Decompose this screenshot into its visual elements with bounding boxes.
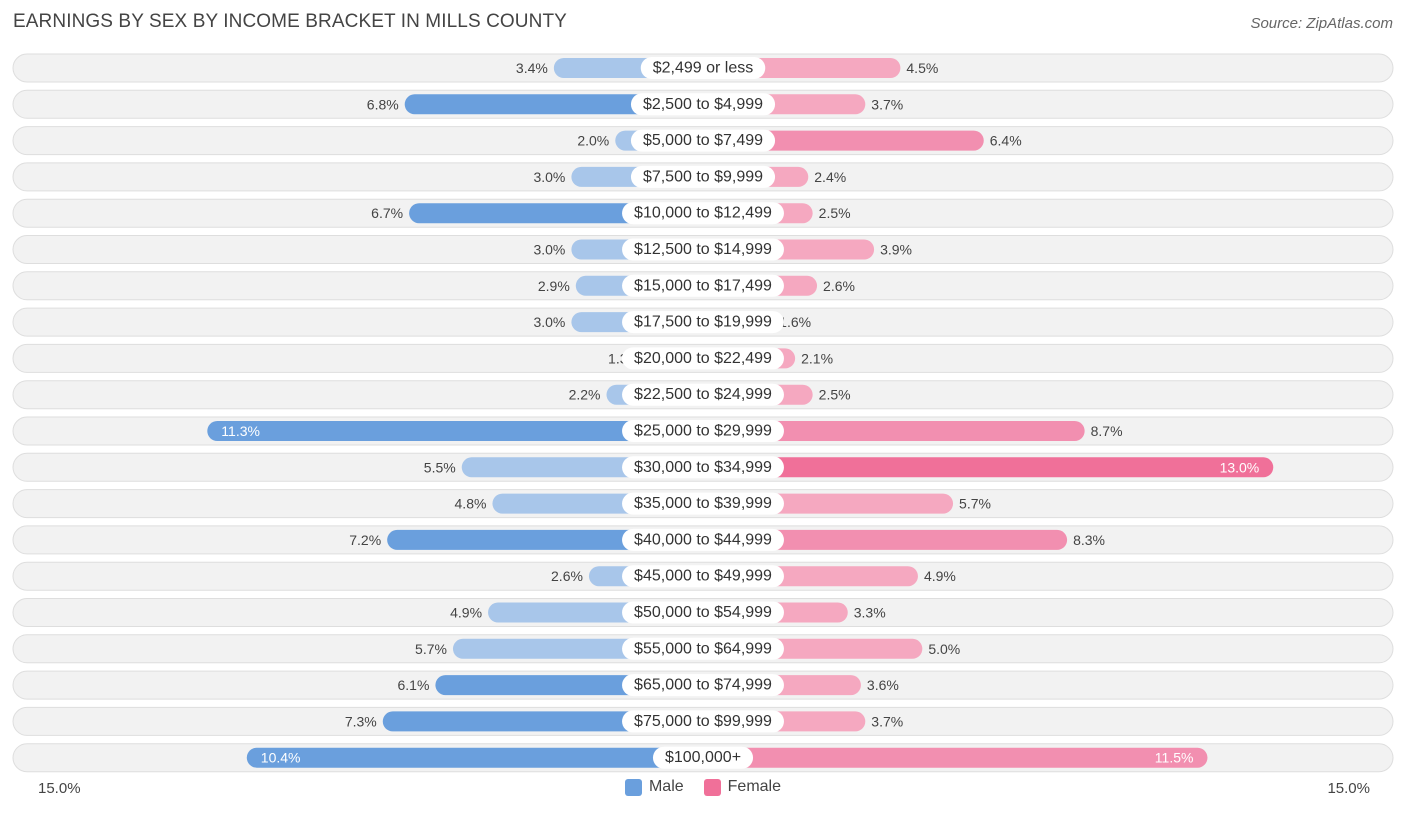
value-label-female: 2.1% xyxy=(801,350,833,366)
category-label: $45,000 to $49,999 xyxy=(634,568,772,585)
bar-female xyxy=(703,529,1068,550)
value-label-male: 5.5% xyxy=(424,459,456,475)
category-pill xyxy=(640,57,766,79)
bar-female xyxy=(703,747,1208,768)
value-label-female: 3.3% xyxy=(854,605,886,621)
category-pill xyxy=(622,420,784,442)
bar-male xyxy=(246,747,703,768)
value-label-male: 2.6% xyxy=(551,568,583,584)
category-label: $75,000 to $99,999 xyxy=(634,713,772,730)
chart-title: EARNINGS BY SEX BY INCOME BRACKET IN MIL… xyxy=(13,11,567,32)
category-pill xyxy=(622,238,784,261)
value-label-male: 11.3% xyxy=(221,423,260,439)
category-pill xyxy=(622,347,784,370)
legend-label-female: Female xyxy=(727,778,782,795)
bar-male xyxy=(382,711,703,732)
bar-female xyxy=(703,457,1274,478)
axis-left-label: 15.0% xyxy=(38,780,81,797)
value-label-male: 2.0% xyxy=(577,133,609,149)
category-label: $55,000 to $64,999 xyxy=(634,640,772,657)
category-pill xyxy=(622,710,784,733)
bar-male xyxy=(404,94,703,115)
value-label-female: 4.9% xyxy=(924,568,956,584)
value-label-female: 3.6% xyxy=(867,677,899,693)
value-label-female: 2.4% xyxy=(814,169,846,185)
category-pill xyxy=(622,637,784,660)
category-label: $17,500 to $19,999 xyxy=(634,314,772,331)
category-label: $50,000 to $54,999 xyxy=(634,604,772,621)
value-label-female: 1.6% xyxy=(779,314,811,330)
axis-right-label: 15.0% xyxy=(1327,780,1370,797)
bar-female xyxy=(703,421,1085,441)
category-label: $2,499 or less xyxy=(653,60,754,77)
value-label-female: 13.0% xyxy=(1220,459,1260,475)
value-label-female: 11.5% xyxy=(1155,750,1194,766)
category-label: $20,000 to $22,499 xyxy=(634,350,772,367)
value-label-female: 5.0% xyxy=(928,641,960,657)
value-label-male: 7.2% xyxy=(349,532,381,548)
legend-swatch-female xyxy=(703,778,721,796)
category-pill xyxy=(622,492,784,515)
value-label-male: 5.7% xyxy=(415,641,447,657)
legend-item-female: Female xyxy=(703,778,782,796)
category-pill xyxy=(622,383,784,406)
value-label-female: 2.5% xyxy=(819,205,851,221)
category-pill xyxy=(630,93,776,116)
category-pill xyxy=(622,274,784,297)
category-label: $100,000+ xyxy=(665,749,741,766)
value-label-male: 2.9% xyxy=(538,278,570,294)
category-pill xyxy=(622,528,784,551)
value-label-female: 2.5% xyxy=(819,387,851,403)
value-label-male: 7.3% xyxy=(345,713,377,729)
value-label-male: 6.7% xyxy=(371,205,403,221)
category-pill xyxy=(622,456,784,479)
value-label-male: 4.9% xyxy=(450,605,482,621)
category-label: $25,000 to $29,999 xyxy=(634,423,772,440)
value-label-female: 6.4% xyxy=(990,133,1022,149)
value-label-male: 10.4% xyxy=(261,750,301,766)
value-label-male: 4.8% xyxy=(455,496,487,512)
legend-item-male: Male xyxy=(624,778,684,796)
category-label: $65,000 to $74,999 xyxy=(634,677,772,694)
category-pill xyxy=(622,601,784,624)
value-label-female: 3.9% xyxy=(880,242,912,258)
bar-male xyxy=(207,421,703,441)
category-label: $12,500 to $14,999 xyxy=(634,241,772,258)
value-label-male: 6.1% xyxy=(397,677,429,693)
value-label-female: 8.3% xyxy=(1073,532,1105,548)
value-label-male: 3.0% xyxy=(533,314,565,330)
value-label-female: 3.7% xyxy=(871,96,903,112)
category-pill xyxy=(622,202,784,225)
category-label: $2,500 to $4,999 xyxy=(643,96,763,113)
legend: Male Female xyxy=(0,778,1406,796)
category-label: $10,000 to $12,499 xyxy=(634,205,772,222)
category-pill xyxy=(622,674,784,697)
category-pill xyxy=(630,129,776,152)
category-label: $30,000 to $34,999 xyxy=(634,459,772,476)
category-label: $22,500 to $24,999 xyxy=(634,386,772,403)
category-pill xyxy=(652,746,754,769)
category-pill xyxy=(622,311,784,334)
category-pill xyxy=(630,165,776,188)
source-note: Source: ZipAtlas.com xyxy=(1250,15,1393,32)
value-label-male: 2.2% xyxy=(569,387,601,403)
value-label-female: 4.5% xyxy=(906,60,938,76)
legend-swatch-male xyxy=(624,778,642,796)
value-label-male: 3.0% xyxy=(533,169,565,185)
value-label-female: 3.7% xyxy=(871,713,903,729)
category-label: $15,000 to $17,499 xyxy=(634,277,772,294)
value-label-male: 3.0% xyxy=(533,242,565,258)
value-label-female: 5.7% xyxy=(959,496,991,512)
value-label-female: 2.6% xyxy=(823,278,855,294)
category-label: $7,500 to $9,999 xyxy=(643,168,763,185)
category-label: $5,000 to $7,499 xyxy=(643,132,763,149)
value-label-male: 6.8% xyxy=(367,96,399,112)
legend-label-male: Male xyxy=(648,778,684,795)
category-label: $35,000 to $39,999 xyxy=(634,495,772,512)
category-pill xyxy=(622,565,784,588)
category-label: $40,000 to $44,999 xyxy=(634,531,772,548)
value-label-female: 8.7% xyxy=(1091,423,1123,439)
value-label-male: 3.4% xyxy=(516,60,548,76)
